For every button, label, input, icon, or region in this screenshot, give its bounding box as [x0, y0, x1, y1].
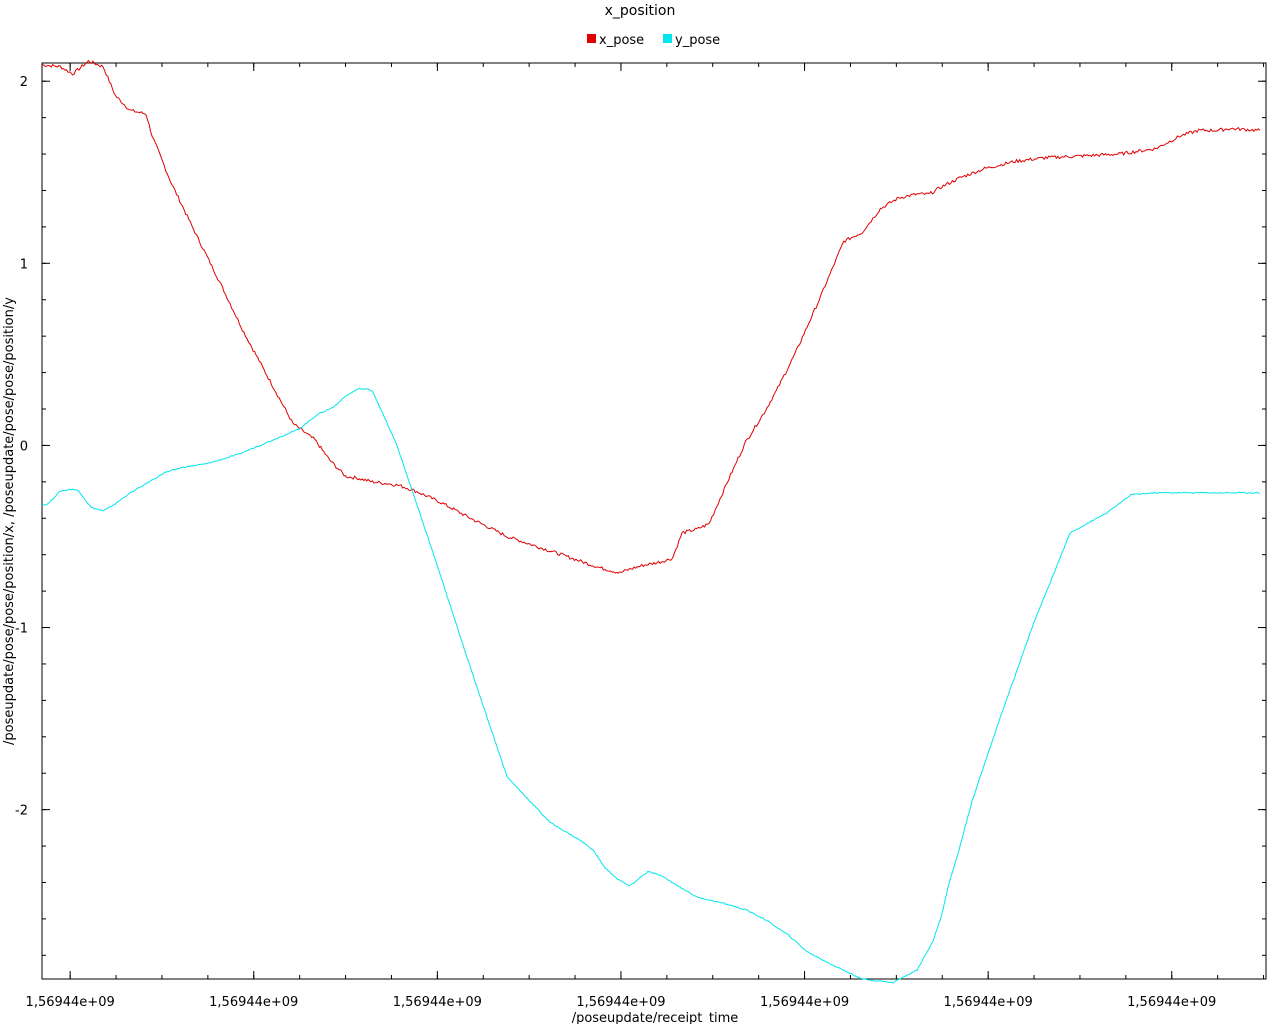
y-tick-label: 2 — [20, 75, 28, 90]
x-axis-ticks: 1,56944e+09 1,56944e+09 1,56944e+09 1,56944… — [26, 63, 1265, 1010]
y-tick-label: 1 — [20, 257, 28, 272]
legend-swatch-y-pose — [663, 34, 672, 43]
x-tick-label: 1,56944e+09 — [944, 995, 1033, 1010]
x-tick-label: 1,56944e+09 — [760, 995, 849, 1010]
y-axis-label: /poseupdate/pose/pose/position/x, /poseu… — [2, 297, 17, 745]
x-tick-label: 1,56944e+09 — [209, 995, 298, 1010]
legend-swatch-x-pose — [587, 34, 596, 43]
y-tick-label: -1 — [15, 622, 28, 637]
y-axis-ticks: 2 1 0 -1 -2 — [15, 75, 1266, 956]
series-line-x-pose — [41, 59, 1261, 574]
legend-item-y-pose[interactable]: y_pose — [663, 33, 720, 48]
chart-title: x_position — [605, 3, 676, 19]
x-tick-label: 1,56944e+09 — [576, 995, 665, 1010]
legend: x_pose y_pose — [587, 33, 720, 48]
x-axis-label: /poseupdate/receipt_time — [572, 1011, 739, 1024]
legend-item-x-pose[interactable]: x_pose — [587, 33, 644, 48]
legend-label-y-pose: y_pose — [675, 33, 720, 48]
x-tick-label: 1,56944e+09 — [393, 995, 482, 1010]
y-tick-label: -2 — [15, 804, 28, 819]
series-layer — [41, 59, 1261, 984]
series-line-y-pose — [41, 388, 1261, 984]
x-tick-label: 1,56944e+09 — [26, 995, 115, 1010]
x-tick-label: 1,56944e+09 — [1127, 995, 1216, 1010]
y-tick-label: 0 — [20, 439, 28, 454]
plot-area-frame[interactable] — [41, 62, 1267, 980]
legend-label-x-pose: x_pose — [599, 33, 644, 48]
